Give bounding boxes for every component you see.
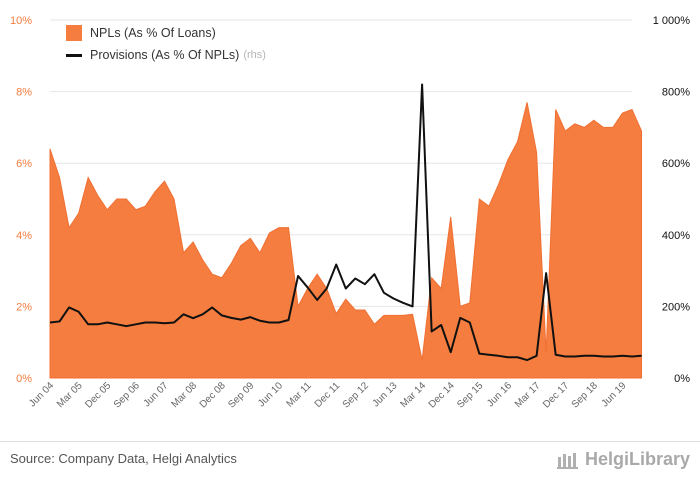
x-axis-tick-label: Mar 11 <box>284 380 314 410</box>
left-axis-tick-label: 0% <box>16 373 32 385</box>
x-axis-tick-label: Jun 07 <box>142 380 171 409</box>
right-axis-tick-label: 1 000% <box>653 15 691 27</box>
x-axis-tick-label: Jun 13 <box>371 380 400 409</box>
left-axis-tick-label: 8% <box>16 87 32 99</box>
left-axis-tick-label: 2% <box>16 301 32 313</box>
x-axis-tick-label: Dec 08 <box>198 380 228 410</box>
x-axis-tick-label: Jun 19 <box>600 380 629 409</box>
footer-divider <box>0 441 700 442</box>
x-axis-tick-label: Jun 16 <box>485 380 514 409</box>
legend-item-npl[interactable]: NPLs (As % Of Loans) <box>66 22 266 44</box>
x-axis-tick-label: Mar 17 <box>513 380 543 410</box>
right-axis-tick-label: 800% <box>662 87 690 99</box>
legend-label-npl: NPLs (As % Of Loans) <box>90 26 216 40</box>
right-axis-tick-label: 600% <box>662 158 690 170</box>
brand-name: HelgiLibrary <box>584 449 690 469</box>
legend: NPLs (As % Of Loans) Provisions (As % Of… <box>66 22 266 66</box>
right-axis-tick-label: 200% <box>662 301 690 313</box>
x-axis-tick-label: Sep 09 <box>226 380 256 410</box>
x-axis-tick-label: Sep 18 <box>570 380 600 410</box>
source-text: Source: Company Data, Helgi Analytics <box>10 451 237 466</box>
legend-label-provisions: Provisions (As % Of NPLs) <box>90 48 240 62</box>
x-axis-tick-label: Sep 15 <box>455 380 485 410</box>
x-axis-tick-label: Dec 05 <box>83 380 113 410</box>
x-axis-tick-label: Dec 17 <box>541 380 571 410</box>
library-icon <box>556 452 578 469</box>
x-axis-tick-label: Sep 12 <box>341 380 371 410</box>
x-axis-tick-label: Mar 08 <box>169 380 199 410</box>
x-axis-tick-label: Jun 10 <box>256 380 285 409</box>
x-axis-tick-label: Dec 11 <box>313 380 343 410</box>
legend-rhs-note: (rhs) <box>243 49 266 61</box>
legend-item-provisions[interactable]: Provisions (As % Of NPLs) (rhs) <box>66 44 266 66</box>
left-axis-tick-label: 10% <box>10 15 32 27</box>
left-axis-tick-label: 4% <box>16 230 32 242</box>
left-axis-tick-label: 6% <box>16 158 32 170</box>
provisions-line <box>49 83 642 362</box>
brand-logo[interactable]: HelgiLibrary <box>556 449 690 470</box>
x-axis-tick-label: Sep 06 <box>112 380 142 410</box>
right-axis-tick-label: 400% <box>662 230 690 242</box>
x-axis-tick-label: Mar 14 <box>398 380 428 410</box>
npl-area <box>49 102 643 379</box>
legend-swatch-provisions <box>66 53 82 57</box>
legend-swatch-npl <box>66 25 82 41</box>
right-axis-tick-label: 0% <box>674 373 690 385</box>
x-axis-tick-label: Dec 14 <box>427 380 457 410</box>
x-axis-tick-label: Mar 05 <box>55 380 85 410</box>
